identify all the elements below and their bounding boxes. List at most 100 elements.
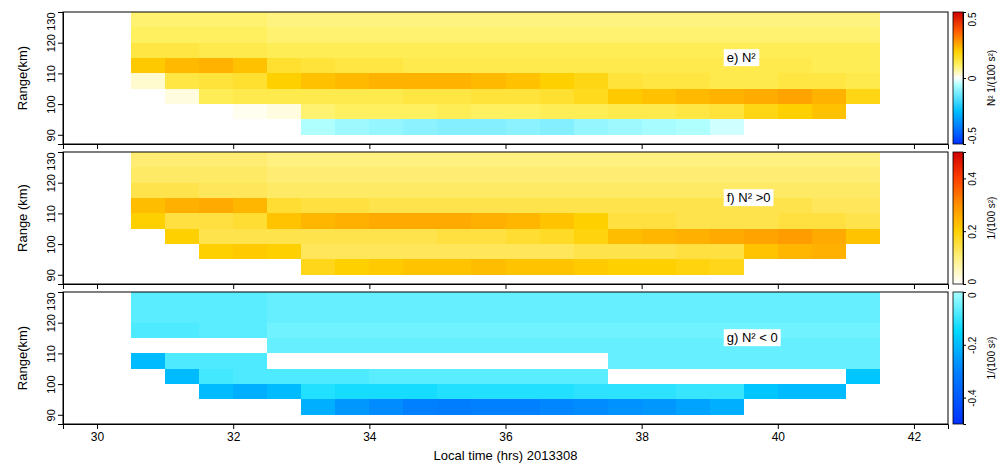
heatmap-cell bbox=[471, 198, 505, 213]
heatmap-cell bbox=[233, 58, 267, 73]
heatmap-cell bbox=[335, 104, 369, 119]
heatmap-cell bbox=[403, 183, 437, 198]
heatmap-cell bbox=[778, 323, 812, 338]
heatmap-cell bbox=[642, 353, 676, 368]
heatmap-cell bbox=[676, 119, 710, 134]
heatmap-cell bbox=[335, 43, 369, 58]
heatmap-cell bbox=[335, 399, 369, 414]
heatmap-cell bbox=[846, 229, 880, 244]
heatmap-cell bbox=[540, 213, 574, 228]
heatmap-cell bbox=[233, 167, 267, 182]
heatmap-cell bbox=[267, 369, 301, 384]
y-tick: 90 bbox=[45, 409, 63, 421]
heatmap-cell bbox=[471, 167, 505, 182]
y-tick-mark bbox=[58, 323, 63, 324]
heatmap-cell bbox=[267, 167, 301, 182]
heatmap-cell bbox=[642, 12, 676, 27]
heatmap-cell bbox=[267, 213, 301, 228]
heatmap-cell bbox=[846, 12, 880, 27]
heatmap-cell bbox=[812, 292, 846, 307]
heatmap-cell bbox=[437, 213, 471, 228]
heatmap-cell bbox=[301, 58, 335, 73]
heatmap-cell bbox=[676, 323, 710, 338]
heatmap-cell bbox=[642, 213, 676, 228]
heatmap-cell bbox=[846, 338, 880, 353]
x-tick: 30 bbox=[91, 424, 105, 444]
heatmap-cell bbox=[540, 104, 574, 119]
colorbar-tick-mark bbox=[963, 231, 966, 232]
heatmap-cell bbox=[165, 229, 199, 244]
heatmap-cell bbox=[540, 369, 574, 384]
x-tick: 40 bbox=[772, 424, 786, 444]
heatmap-cell bbox=[642, 119, 676, 134]
heatmap-cell bbox=[846, 323, 880, 338]
heatmap-cell bbox=[437, 167, 471, 182]
colorbar-label: N² 1/(100 s²) bbox=[986, 50, 997, 106]
heatmap-cell bbox=[199, 353, 233, 368]
heatmap-cell bbox=[574, 384, 608, 399]
y-tick: 120 bbox=[45, 34, 63, 52]
heatmap-cell bbox=[233, 244, 267, 259]
heatmap-cell bbox=[812, 43, 846, 58]
heatmap-cell bbox=[199, 89, 233, 104]
y-tick-label: 130 bbox=[45, 153, 57, 171]
heatmap-cell bbox=[403, 369, 437, 384]
heatmap-cell bbox=[131, 213, 165, 228]
y-tick-label: 90 bbox=[45, 409, 57, 421]
heatmap-cell bbox=[812, 307, 846, 322]
x-tick-mark bbox=[233, 284, 234, 289]
heatmap-cell bbox=[676, 58, 710, 73]
heatmap-cell bbox=[471, 292, 505, 307]
y-tick: 100 bbox=[45, 95, 63, 113]
heatmap-cell bbox=[437, 198, 471, 213]
heatmap-cell bbox=[506, 73, 540, 88]
heatmap-cell bbox=[744, 73, 778, 88]
heatmap-cell bbox=[233, 369, 267, 384]
plot-background bbox=[63, 152, 948, 284]
colorbar-tick-mark bbox=[963, 178, 966, 179]
heatmap-cell bbox=[778, 73, 812, 88]
heatmap-cell bbox=[267, 198, 301, 213]
heatmap-cell bbox=[301, 89, 335, 104]
heatmap-cell bbox=[608, 213, 642, 228]
heatmap-cell bbox=[642, 89, 676, 104]
y-tick-label: 90 bbox=[45, 129, 57, 141]
heatmap-cell bbox=[199, 27, 233, 42]
y-tick-label: 110 bbox=[45, 345, 57, 363]
heatmap-cell bbox=[608, 399, 642, 414]
heatmap-cell bbox=[506, 12, 540, 27]
heatmap-cell bbox=[642, 167, 676, 182]
heatmap-cell bbox=[710, 399, 744, 414]
heatmap-cell bbox=[335, 259, 369, 274]
heatmap-cell bbox=[165, 43, 199, 58]
y-tick-mark bbox=[58, 43, 63, 44]
heatmap-cell bbox=[437, 152, 471, 167]
heatmap-cell bbox=[471, 259, 505, 274]
colorbar-tick: 0 bbox=[963, 75, 978, 81]
y-tick-mark bbox=[58, 73, 63, 74]
y-tick-mark bbox=[58, 353, 63, 354]
heatmap-cell bbox=[301, 307, 335, 322]
heatmap-cell bbox=[540, 58, 574, 73]
heatmap-cell bbox=[574, 43, 608, 58]
heatmap-cell bbox=[403, 27, 437, 42]
heatmap-cell bbox=[437, 12, 471, 27]
y-axis-title: Range (km) bbox=[15, 184, 30, 252]
heatmap-cell bbox=[369, 307, 403, 322]
heatmap-cell bbox=[301, 43, 335, 58]
heatmap-cell bbox=[165, 198, 199, 213]
heatmap-cell bbox=[403, 89, 437, 104]
y-tick-mark bbox=[58, 244, 63, 245]
heatmap-cell bbox=[778, 89, 812, 104]
x-tick bbox=[369, 144, 370, 149]
heatmap-cell bbox=[233, 89, 267, 104]
heatmap-cell bbox=[846, 152, 880, 167]
colorbar-axis: 00.20.4 bbox=[963, 153, 978, 285]
heatmap-cell bbox=[506, 152, 540, 167]
heatmap-cell bbox=[131, 167, 165, 182]
heatmap-cell bbox=[369, 213, 403, 228]
x-tick bbox=[778, 284, 779, 289]
heatmap-cell bbox=[710, 244, 744, 259]
x-tick: 42 bbox=[908, 424, 922, 444]
heatmap-cell bbox=[608, 229, 642, 244]
